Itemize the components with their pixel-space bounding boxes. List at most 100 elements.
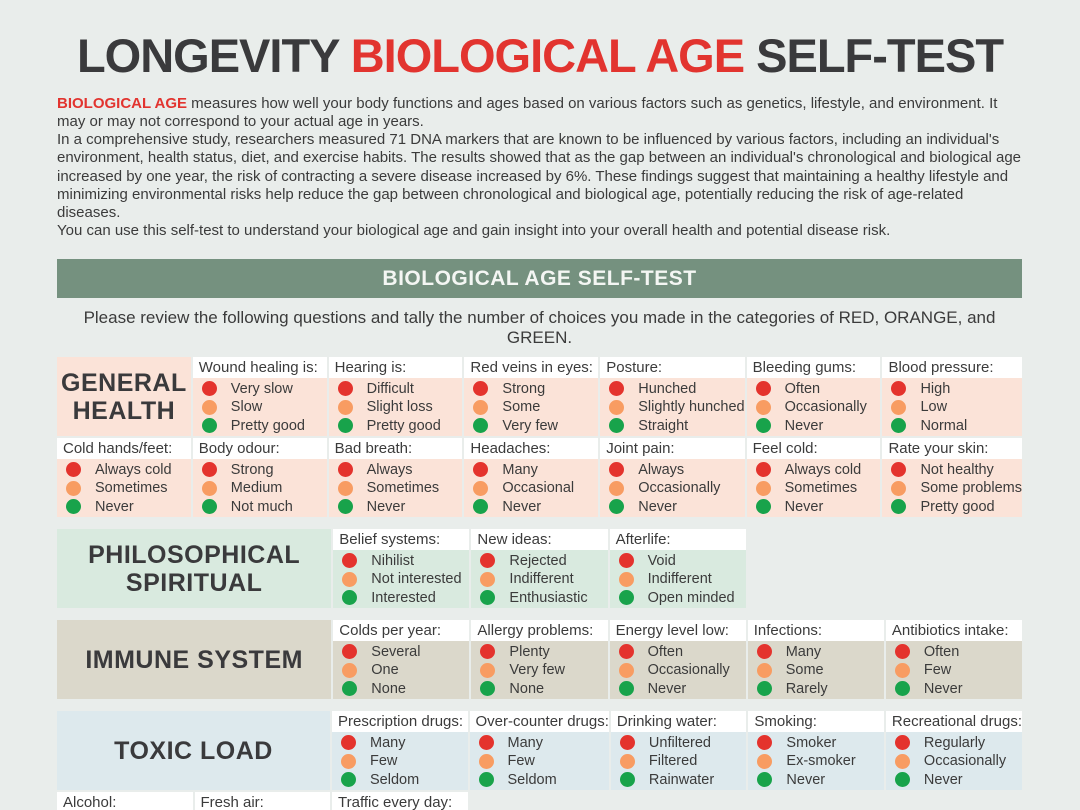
option-label: Smoker [786,734,837,751]
option-label: Some [785,662,824,679]
green-dot-icon [609,418,625,434]
green-dot-icon [201,499,217,515]
option-label: Indifferent [509,571,574,588]
red-dot-icon [755,462,771,478]
orange-dot-icon [201,399,217,415]
red-dot-icon [337,462,353,478]
option-row: Occasional [464,479,598,497]
red-dot-icon [757,735,773,751]
option-row: Regularly [886,734,1022,752]
question-cell: Allergy problems: Plenty Very few None [471,620,608,700]
question-cell: New ideas: Rejected Indifferent Enthusiasti… [471,529,608,609]
self-test-table: GENERAL HEALTH Wound healing is: Very slow… [57,357,1022,810]
option-row: Very few [464,417,598,435]
option-row: Straight [600,417,744,435]
option-label: Never [923,680,963,697]
option-label: None [509,680,545,697]
question-label: Posture: [600,357,745,379]
orange-dot-icon [619,753,635,769]
options-list: Always cold Sometimes Never [57,459,191,518]
option-label: Many [370,734,406,751]
red-dot-icon [755,381,771,397]
section-general-health: GENERAL HEALTH Wound healing is: Very slow… [57,357,1022,518]
question-label: Antibiotics intake: [885,620,1022,642]
green-dot-icon [342,681,358,697]
option-row: Many [332,734,468,752]
option-row: Sometimes [747,479,881,497]
question-cell: Traffic every day:Heavy [332,792,468,810]
options-list: Many Few Seldom [469,732,609,791]
question-label: Bleeding gums: [746,357,881,379]
orange-dot-icon [201,480,217,496]
green-dot-icon [473,418,489,434]
red-dot-icon [618,644,634,660]
options-list: Always Occasionally Never [600,459,745,518]
instruction-text: Please review the following questions an… [83,308,996,348]
question-label: Drinking water: [610,711,747,733]
option-row: Filtered [611,752,747,770]
green-dot-icon [337,418,353,434]
green-dot-icon [756,681,772,697]
option-label: Slightly hunched [638,399,745,416]
green-dot-icon [201,418,217,434]
question-cell: Posture: Hunched Slightly hunched Straight [600,357,745,437]
option-label: Sometimes [95,480,168,497]
option-row: Ex-smoker [748,752,884,770]
option-label: Many [502,461,538,478]
option-label: Never [923,771,963,788]
option-label: Straight [638,417,689,434]
option-label: Never [647,680,687,697]
orange-dot-icon [756,662,772,678]
question-cell: Antibiotics intake: Often Few Never [885,620,1022,700]
options-list: Often Occasionally Never [746,378,881,437]
option-label: Void [647,552,676,569]
red-dot-icon [337,381,353,397]
green-dot-icon [891,499,907,515]
option-label: Hunched [638,380,697,397]
option-label: Occasionally [923,753,1007,770]
option-label: Very slow [230,380,293,397]
section-philosophical-spiritual: PHILOSOPHICAL SPIRITUAL Belief systems: Ni… [57,529,1022,609]
option-label: Many [785,643,822,660]
option-row: Never [464,498,598,516]
option-label: Ex-smoker [786,753,856,770]
option-row: One [333,661,469,679]
green-dot-icon [894,681,910,697]
green-dot-icon [473,499,489,515]
option-row: Occasionally [886,752,1022,770]
orange-dot-icon [618,662,634,678]
question-label: Headaches: [464,438,599,460]
question-label: Over-counter drugs: [469,711,609,733]
option-label: Never [638,498,677,515]
option-row: Plenty [471,643,607,661]
options-list: Always Sometimes Never [328,459,463,518]
option-label: Not interested [371,571,462,588]
red-dot-icon [66,462,81,478]
option-row: Very few [471,661,607,679]
green-dot-icon [894,772,910,788]
question-cell: Prescription drugs: Many Few Seldom [332,711,468,791]
question-label: Fresh air: [194,792,330,810]
options-list: Hunched Slightly hunched Straight [600,378,745,437]
orange-dot-icon [473,480,489,496]
option-row: Slightly hunched [600,398,745,416]
green-dot-icon [341,772,356,788]
question-label: Recreational drugs: [885,711,1022,733]
option-label: Normal [920,417,968,434]
option-row: Indifferent [610,570,746,588]
option-label: Occasionally [784,399,867,416]
question-label: Belief systems: [333,529,470,551]
option-label: Often [923,643,960,660]
option-row: Always cold [747,461,881,479]
option-label: Plenty [509,643,550,660]
option-row: Open minded [610,589,746,607]
intro-paragraph-1-text: measures how well your body functions an… [57,95,998,131]
red-dot-icon [609,381,625,397]
section-toxic-load: TOXIC LOAD Prescription drugs: Many Few Seld… [57,711,1022,810]
options-list: Smoker Ex-smoker Never [748,732,884,791]
options-list: Void Indifferent Open minded [609,550,746,609]
option-label: Rainwater [648,771,715,788]
option-row: High [882,380,1022,398]
red-dot-icon [473,381,489,397]
question-label: Joint pain: [600,438,745,460]
